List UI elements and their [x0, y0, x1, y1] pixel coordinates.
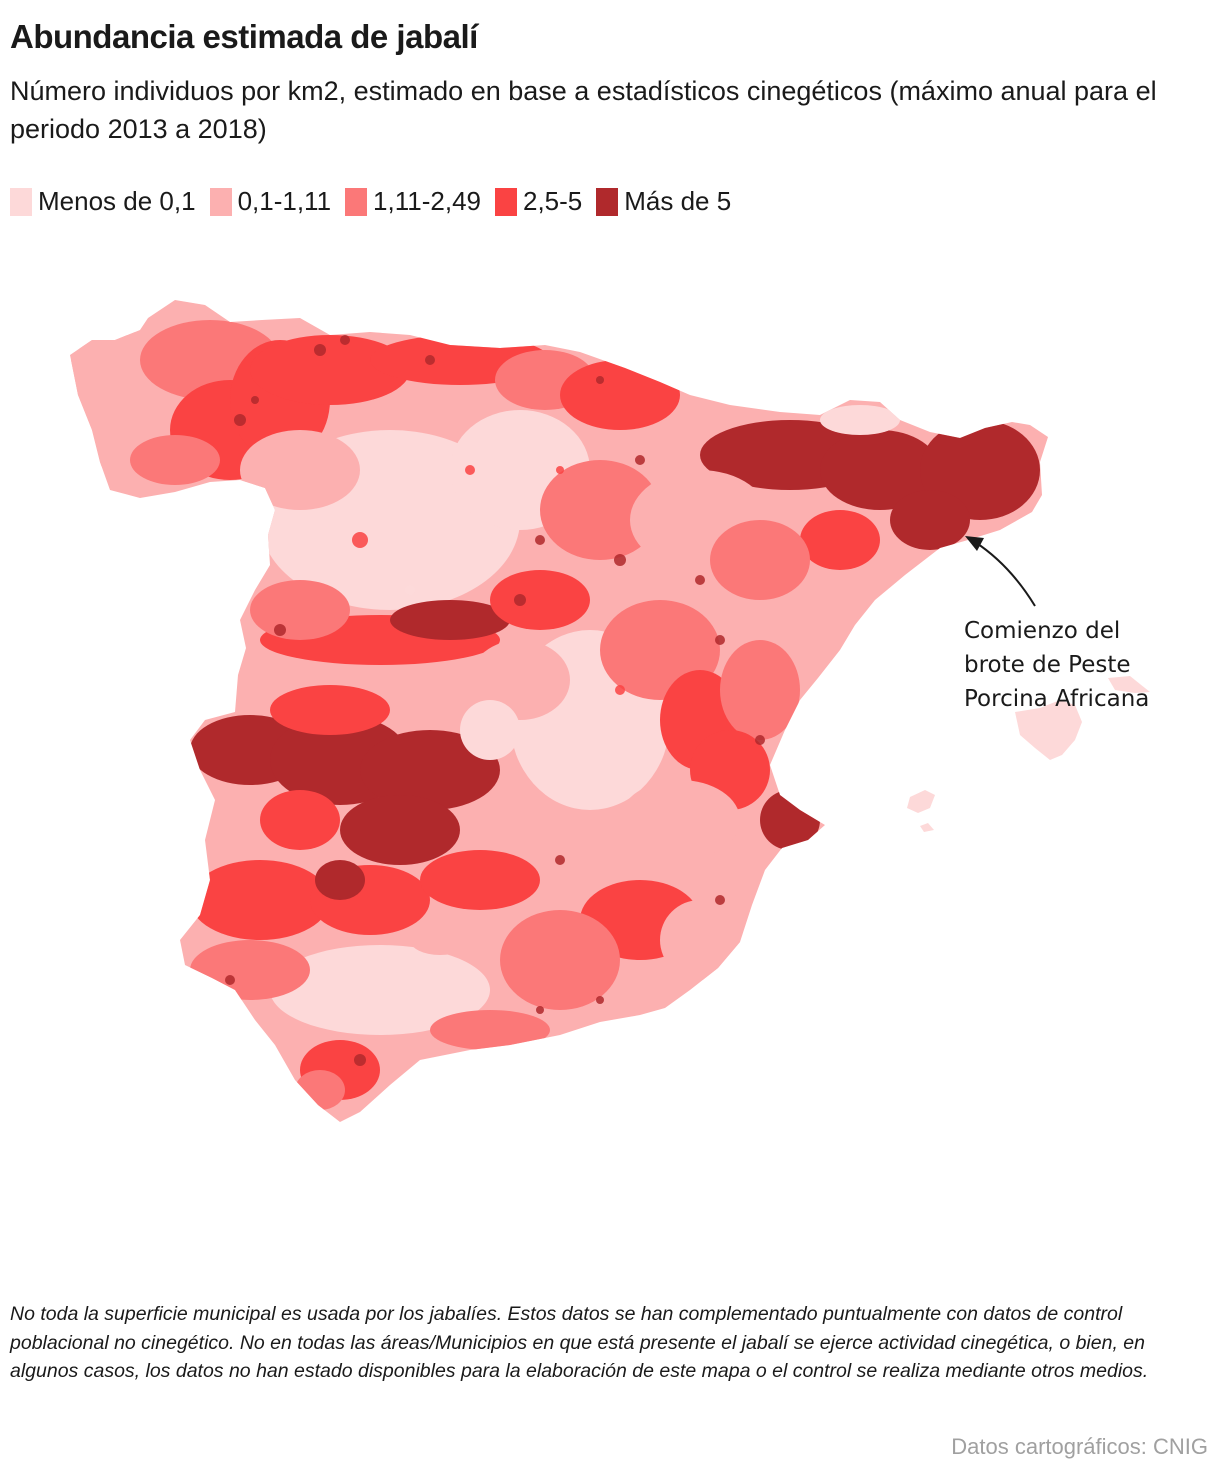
annotation-label: Comienzo del brote de Peste Porcina Afri… [964, 618, 1150, 712]
menorca [1108, 676, 1150, 693]
legend-item-mas-de-5: Más de 5 [596, 186, 731, 217]
legend-swatch [345, 187, 368, 216]
legend-swatch [10, 187, 32, 216]
legend-label: Más de 5 [624, 186, 732, 216]
choropleth-map [70, 300, 1150, 1122]
legend-item-menos-de-0-1: Menos de 0,1 [10, 186, 196, 217]
municipality-speckle [225, 335, 765, 1066]
chart-subtitle: Número individuos por km2, estimado en b… [10, 76, 1157, 144]
balearic-islands [907, 676, 1150, 832]
legend: Menos de 0,1 0,1-1,11 1,11-2,49 2,5-5 Má… [10, 186, 745, 217]
source-credit: Datos cartográficos: CNIG [951, 1434, 1208, 1459]
ibiza [907, 790, 935, 813]
arrowhead-icon [965, 536, 984, 551]
annotation-arrow [965, 536, 1036, 607]
legend-swatch [494, 187, 517, 216]
legend-item-1-11-2-49: 1,11-2,49 [345, 186, 481, 217]
legend-item-2-5-5: 2,5-5 [494, 186, 583, 217]
formentera [920, 823, 934, 832]
legend-label: 0,1-1,11 [237, 186, 332, 216]
legend-label: 1,11-2,49 [373, 186, 481, 216]
legend-swatch [596, 187, 619, 216]
legend-item-0-1-1-11: 0,1-1,11 [209, 186, 332, 217]
legend-swatch [209, 187, 232, 216]
footnote: No toda la superficie municipal es usada… [10, 1303, 1149, 1382]
chart-title: Abundancia estimada de jabalí [10, 18, 478, 55]
legend-label: Menos de 0,1 [38, 186, 196, 216]
legend-label: 2,5-5 [522, 186, 583, 216]
mallorca [1015, 700, 1082, 760]
